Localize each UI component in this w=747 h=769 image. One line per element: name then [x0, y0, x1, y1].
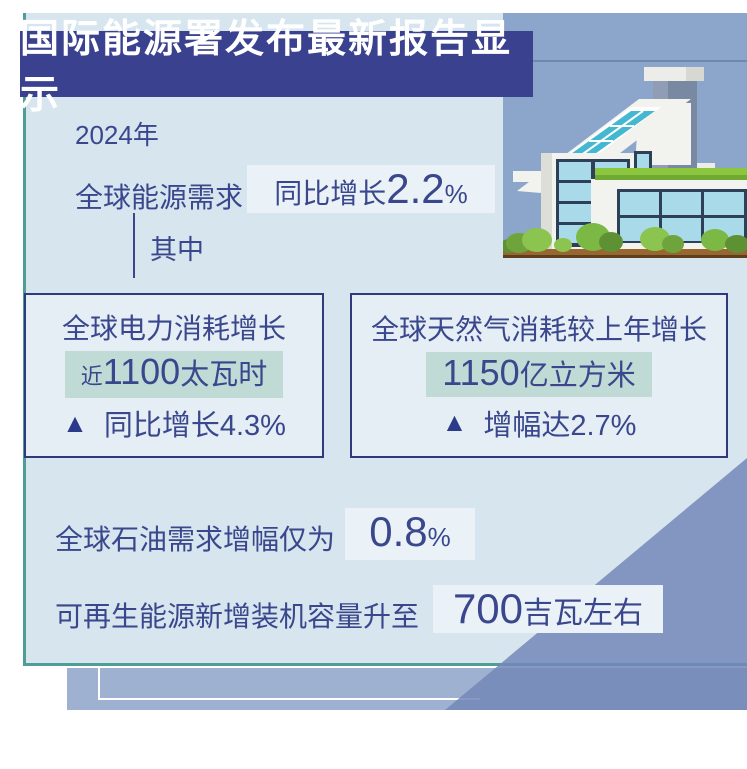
oil-value-box: 0.8% [345, 508, 475, 560]
electricity-value-highlight: 近 1100 太瓦时 [64, 351, 284, 398]
value-prefix: 近 [80, 364, 103, 389]
growth-unit: % [444, 179, 468, 209]
electricity-title: 全球电力消耗增长 [61, 313, 286, 344]
value-unit: 太瓦时 [180, 359, 268, 391]
ground-strip [503, 249, 747, 258]
renewables-number: 700 [452, 585, 524, 632]
green-roof-wing [591, 168, 747, 251]
gas-delta-row: ▲ 增幅达2.7% [442, 402, 637, 444]
gas-title: 全球天然气消耗较上年增长 [370, 313, 707, 345]
value-number: 1150 [442, 352, 520, 393]
growth-prefix: 同比增长 [274, 178, 387, 209]
gas-stat-box: 全球天然气消耗较上年增长 1150 亿立方米 ▲ 增幅达2.7% [350, 293, 728, 458]
up-triangle-icon: ▲ [441, 407, 468, 437]
demand-label: 全球能源需求 [75, 182, 244, 213]
renewables-unit: 吉瓦左右 [523, 597, 644, 630]
value-number: 1100 [102, 351, 181, 392]
band-inner-line [98, 668, 480, 700]
value-unit: 亿立方米 [519, 360, 636, 392]
renewables-label: 可再生能源新增装机容量升至 [55, 601, 420, 632]
among-label: 其中 [150, 235, 204, 265]
gas-value-highlight: 1150 亿立方米 [426, 352, 652, 397]
horizon-line [503, 60, 747, 62]
bottom-band [67, 668, 747, 710]
bushes [503, 223, 747, 253]
oil-unit: % [427, 522, 451, 552]
growth-number: 2.2 [386, 165, 445, 212]
electricity-stat-box: 全球电力消耗增长 近 1100 太瓦时 ▲ 同比增长4.3% [24, 293, 324, 458]
connector-line [133, 213, 135, 278]
renewables-value-box: 700 吉瓦左右 [433, 585, 663, 633]
oil-number: 0.8 [369, 508, 428, 555]
electricity-delta-row: ▲ 同比增长4.3% [62, 402, 286, 444]
delta-text: 同比增长4.3% [103, 410, 286, 442]
side-ledge [513, 171, 543, 182]
title-banner: 国际能源署发布最新报告显示 [20, 18, 533, 117]
up-triangle-icon: ▲ [62, 407, 88, 438]
page-title: 国际能源署发布最新报告显示 [20, 18, 513, 117]
demand-growth-value-box: 同比增长 2.2% [247, 165, 495, 213]
delta-text: 增幅达2.7% [483, 409, 637, 442]
eco-building-illustration [503, 13, 747, 258]
year-label: 2024年 [75, 120, 159, 150]
oil-demand-label: 全球石油需求增幅仅为 [55, 524, 336, 555]
